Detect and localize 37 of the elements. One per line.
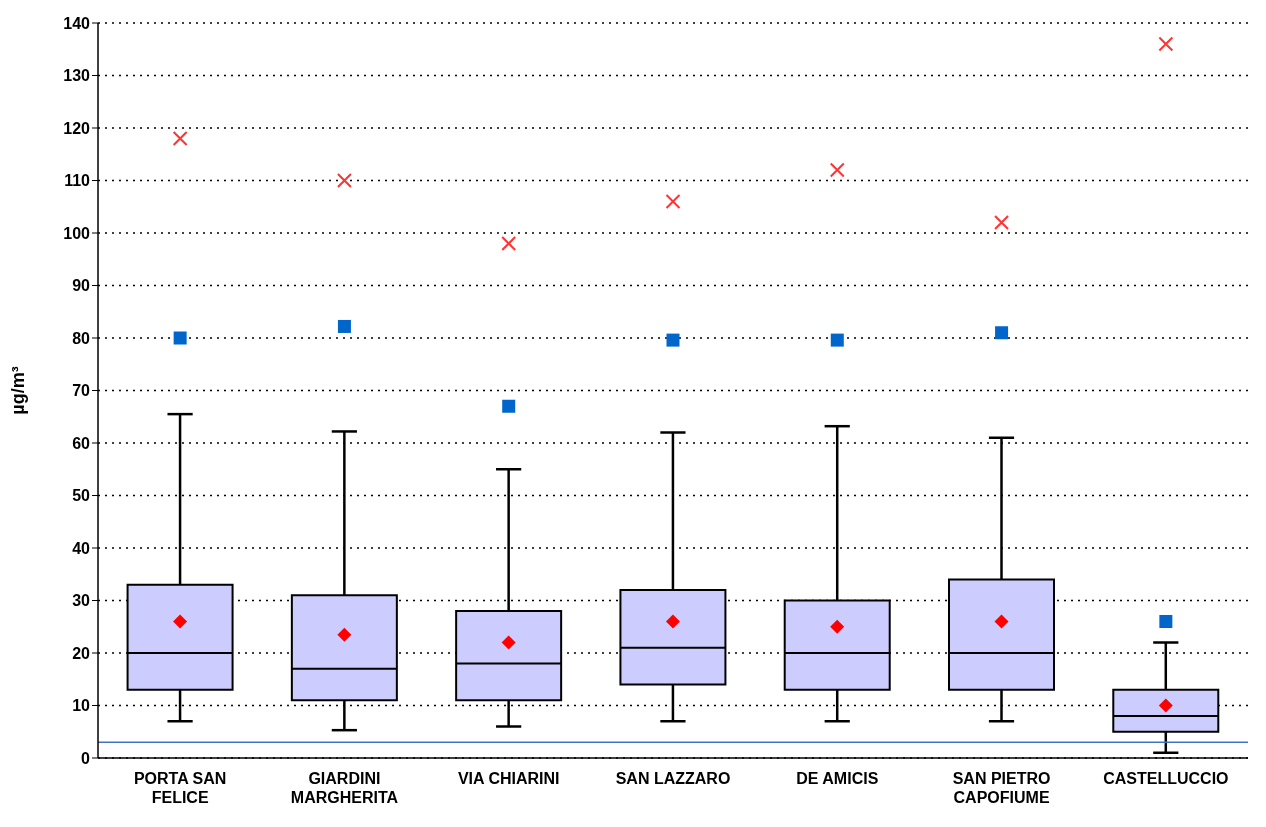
point (172, 131, 188, 146)
y-tick-label: 50 (72, 487, 91, 505)
x-tick-label: SAN LAZZARO (615, 770, 731, 787)
y-tick-label: 0 (81, 749, 91, 767)
point (173, 331, 187, 345)
y-tick-label: 60 (72, 434, 91, 452)
y-tick-label: 130 (63, 67, 91, 85)
point (829, 162, 845, 178)
y-tick-label: 40 (72, 539, 91, 557)
y-tick-label: 70 (72, 382, 91, 400)
y-tick-label: 30 (72, 592, 91, 610)
y-tick-label: 20 (72, 644, 91, 662)
y-tick-label: 110 (64, 172, 91, 190)
x-tick-label: DE AMICIS (796, 770, 879, 787)
y-tick-label: 100 (63, 224, 91, 242)
y-tick-label: 90 (72, 277, 91, 295)
y-axis-title: µg/m³ (8, 366, 29, 415)
x-tick-label: VIA CHIARINI (457, 770, 560, 787)
point (1159, 615, 1173, 628)
x-tick-label: CASTELLUCCIO (1103, 770, 1229, 787)
point (502, 399, 516, 413)
point (994, 215, 1010, 230)
y-tick-label: 10 (72, 697, 91, 715)
point (337, 319, 351, 333)
y-tick-label: 140 (63, 14, 91, 32)
y-tick-label: 80 (72, 329, 91, 347)
point (1158, 36, 1174, 52)
x-tick-label: SAN PIETRO CAPOFIUME (952, 770, 1051, 806)
point (501, 236, 517, 251)
point (666, 333, 680, 347)
point (665, 194, 681, 209)
point (830, 333, 844, 347)
x-tick-label: GIARDINI MARGHERITA (290, 770, 399, 806)
point (336, 173, 352, 188)
point (995, 326, 1009, 340)
x-tick-label: PORTA SAN FELICE (133, 770, 227, 806)
y-tick-label: 120 (63, 119, 91, 137)
